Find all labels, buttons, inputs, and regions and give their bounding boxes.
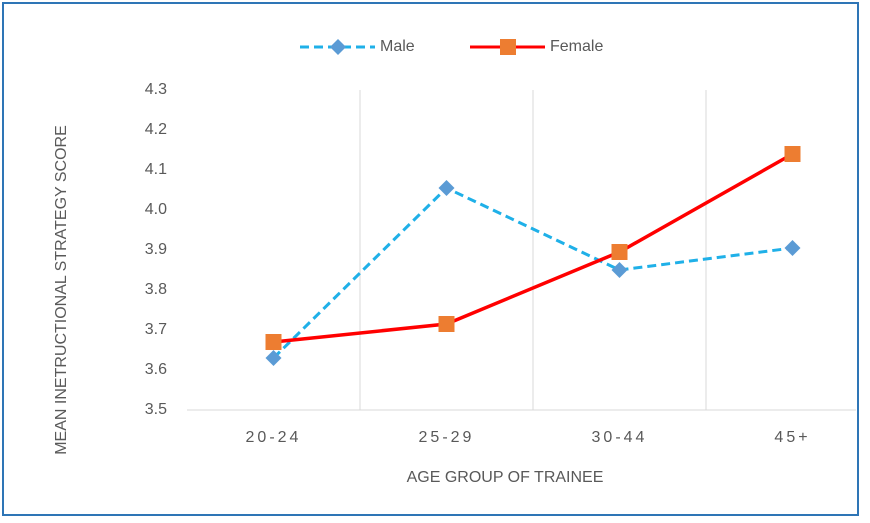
- data-point: [265, 334, 282, 350]
- x-tick-label: 30-44: [592, 429, 648, 446]
- data-point: [784, 240, 801, 256]
- y-tick-label: 4.1: [145, 161, 167, 178]
- y-tick-label: 3.7: [145, 321, 167, 338]
- y-tick-label: 4.2: [145, 121, 167, 138]
- x-axis-label: AGE GROUP OF TRAINEE: [407, 469, 604, 486]
- y-tick-label: 4.3: [145, 81, 167, 98]
- legend-marker: [330, 39, 346, 55]
- data-point: [265, 350, 282, 366]
- data-point: [438, 180, 455, 196]
- series-line: [272, 186, 793, 360]
- legend-label: Male: [380, 38, 415, 55]
- legend-marker: [500, 39, 516, 55]
- legend-label: Female: [550, 38, 603, 55]
- x-tick-label: 25-29: [419, 429, 475, 446]
- y-tick-label: 3.8: [145, 281, 167, 298]
- y-tick-label: 4.0: [145, 201, 167, 218]
- data-point: [611, 262, 628, 278]
- chart-border: [2, 2, 859, 516]
- data-point: [611, 244, 628, 260]
- x-tick-label: 20-24: [246, 429, 302, 446]
- x-tick-label: 45+: [774, 429, 810, 446]
- y-tick-label: 3.5: [145, 401, 167, 418]
- data-point: [784, 146, 801, 162]
- y-tick-label: 3.6: [145, 361, 167, 378]
- y-tick-label: 3.9: [145, 241, 167, 258]
- data-point: [438, 316, 455, 332]
- y-axis-label: MEAN INETRUCTIONAL STRATEGY SCORE: [53, 125, 70, 455]
- series-line: [273, 152, 794, 344]
